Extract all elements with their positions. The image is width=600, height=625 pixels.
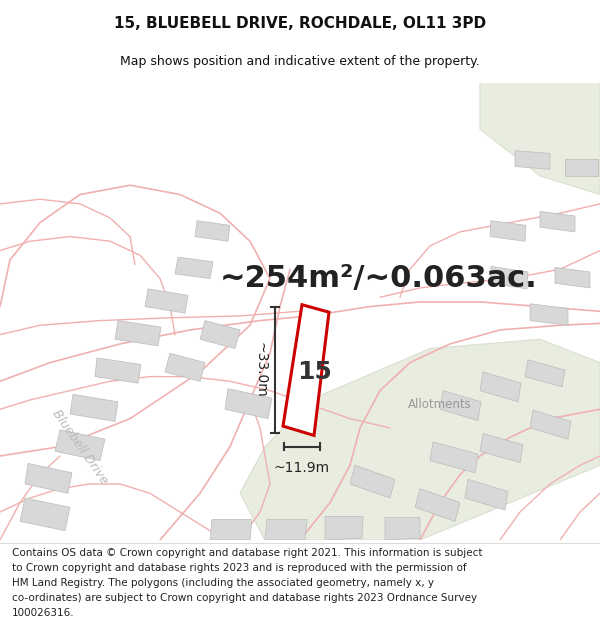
Polygon shape	[200, 321, 240, 349]
Polygon shape	[515, 151, 550, 169]
Polygon shape	[350, 465, 395, 498]
Polygon shape	[165, 353, 205, 381]
Polygon shape	[480, 434, 523, 462]
Text: Map shows position and indicative extent of the property.: Map shows position and indicative extent…	[120, 54, 480, 68]
Text: Bluebell Drive: Bluebell Drive	[50, 407, 110, 486]
Polygon shape	[195, 221, 230, 241]
Text: 15: 15	[298, 360, 332, 384]
Polygon shape	[385, 518, 420, 540]
Polygon shape	[225, 389, 272, 419]
Polygon shape	[70, 394, 118, 421]
Polygon shape	[480, 372, 521, 402]
Polygon shape	[325, 517, 363, 540]
Polygon shape	[440, 391, 481, 421]
Polygon shape	[95, 358, 141, 383]
Polygon shape	[265, 519, 307, 540]
Text: ~33.0m: ~33.0m	[253, 342, 267, 398]
Text: co-ordinates) are subject to Crown copyright and database rights 2023 Ordnance S: co-ordinates) are subject to Crown copyr…	[12, 593, 477, 603]
Polygon shape	[415, 489, 460, 521]
Polygon shape	[555, 268, 590, 288]
Polygon shape	[540, 211, 575, 232]
Text: Allotments: Allotments	[408, 398, 472, 411]
Polygon shape	[55, 430, 105, 461]
Polygon shape	[240, 339, 600, 540]
Polygon shape	[565, 159, 598, 176]
Polygon shape	[115, 321, 161, 346]
Text: ~11.9m: ~11.9m	[274, 461, 330, 474]
Polygon shape	[175, 257, 213, 279]
Text: Contains OS data © Crown copyright and database right 2021. This information is : Contains OS data © Crown copyright and d…	[12, 549, 482, 559]
Polygon shape	[145, 289, 188, 313]
Polygon shape	[490, 266, 528, 289]
Polygon shape	[490, 221, 526, 241]
Text: 15, BLUEBELL DRIVE, ROCHDALE, OL11 3PD: 15, BLUEBELL DRIVE, ROCHDALE, OL11 3PD	[114, 16, 486, 31]
Text: HM Land Registry. The polygons (including the associated geometry, namely x, y: HM Land Registry. The polygons (includin…	[12, 578, 434, 588]
Text: to Crown copyright and database rights 2023 and is reproduced with the permissio: to Crown copyright and database rights 2…	[12, 563, 467, 573]
Polygon shape	[210, 519, 252, 540]
Polygon shape	[480, 82, 600, 194]
Polygon shape	[530, 304, 568, 325]
Polygon shape	[530, 410, 571, 439]
Polygon shape	[525, 360, 565, 387]
Polygon shape	[465, 479, 508, 510]
Polygon shape	[25, 464, 72, 493]
Text: 100026316.: 100026316.	[12, 608, 74, 618]
Polygon shape	[430, 442, 478, 472]
Polygon shape	[283, 305, 329, 436]
Polygon shape	[20, 498, 70, 531]
Text: ~254m²/~0.063ac.: ~254m²/~0.063ac.	[220, 264, 538, 293]
